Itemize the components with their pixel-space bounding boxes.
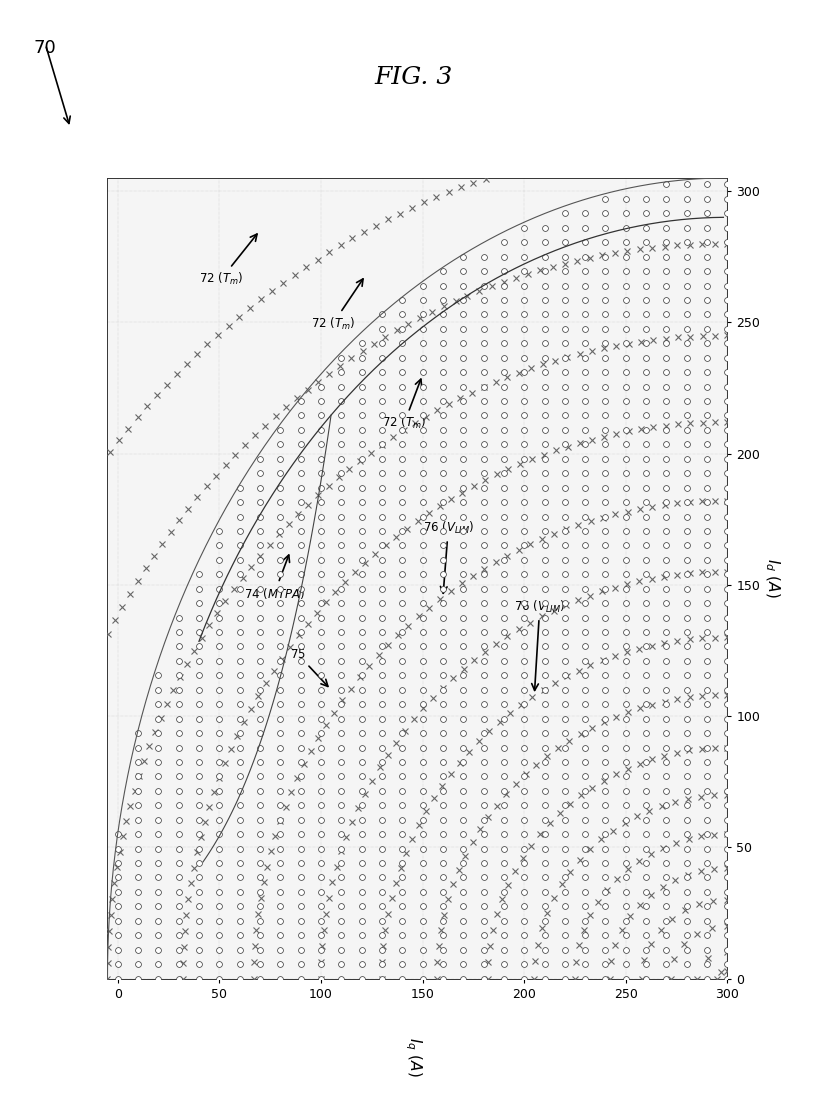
Text: $72\ (T_m)$: $72\ (T_m)$ [199, 234, 257, 287]
Text: $75$: $75$ [290, 648, 328, 686]
Text: $74\ (MTPA)$: $74\ (MTPA)$ [244, 555, 305, 600]
Y-axis label: $I_d\ (A)$: $I_d\ (A)$ [762, 558, 781, 598]
Text: $76\ (V_{LIM})$: $76\ (V_{LIM})$ [514, 599, 565, 691]
Text: $72\ (T_m)$: $72\ (T_m)$ [311, 279, 363, 331]
Text: 70: 70 [33, 39, 56, 57]
Text: $72\ (T_m)$: $72\ (T_m)$ [382, 379, 426, 431]
Text: $I_q\ (A)$: $I_q\ (A)$ [403, 1036, 423, 1076]
Text: FIG. 3: FIG. 3 [374, 66, 452, 89]
Text: $76\ (V_{LIM})$: $76\ (V_{LIM})$ [422, 520, 473, 594]
